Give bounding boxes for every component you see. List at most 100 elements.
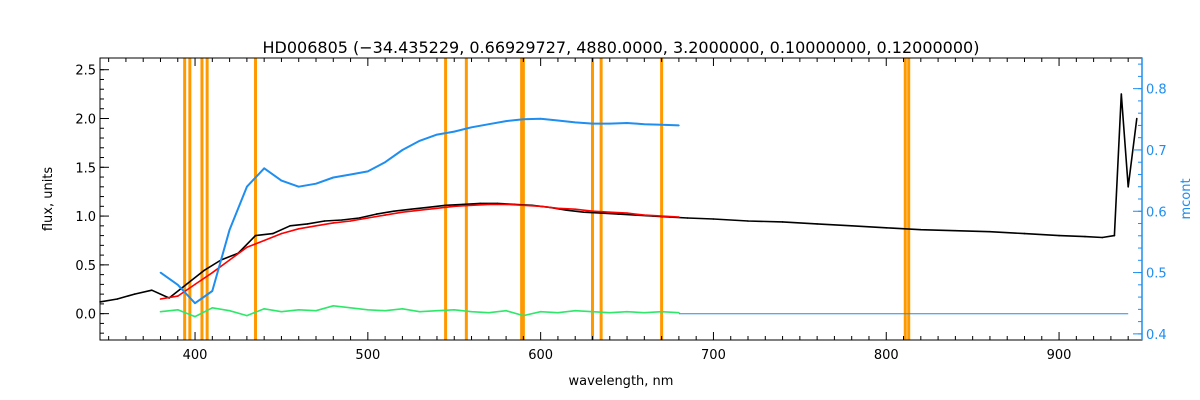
series-continuum-mcont-point xyxy=(470,126,473,129)
series-residuals-point xyxy=(332,305,335,307)
series-model-fit-point xyxy=(315,225,317,227)
series-model-fit-point xyxy=(159,298,162,300)
y-tick-label: 0.5 xyxy=(75,259,96,274)
series-residuals-point xyxy=(557,311,559,314)
series-continuum-mcont-point xyxy=(678,124,680,127)
series-residuals-point xyxy=(591,310,594,313)
marker-lines xyxy=(183,58,911,340)
series-observed-point xyxy=(816,223,818,225)
series-model-fit-point xyxy=(609,211,611,213)
series-observed-point xyxy=(850,225,853,227)
series-observed-point xyxy=(375,213,378,215)
series-model-fit-point xyxy=(660,215,663,217)
series-residuals-point xyxy=(660,310,663,313)
y2-axis-label: mcont xyxy=(1179,178,1194,219)
series-residuals-point xyxy=(488,311,490,314)
series-residuals-point xyxy=(609,311,611,314)
y-axis: 0.0 0.5 1.0 1.5 2.0 2.5 xyxy=(75,64,109,334)
y-tick-label: 1.5 xyxy=(75,161,96,176)
series-model-fit-point xyxy=(678,216,680,218)
series-model-fit-point xyxy=(488,203,490,206)
series-continuum-mcont-point xyxy=(436,133,438,136)
series-observed-point xyxy=(583,211,585,213)
series-model-fit-point xyxy=(349,220,352,222)
series-observed-point xyxy=(1023,232,1026,235)
y2-tick-label: 0.7 xyxy=(1146,144,1167,159)
y-tick-label: 0.0 xyxy=(75,308,96,323)
series-observed-point xyxy=(289,225,291,227)
y2-axis: 0.4 0.5 0.6 0.7 0.8 xyxy=(1133,58,1167,343)
series-continuum-mcont-point xyxy=(246,185,248,188)
x-axis: 400 500 600 700 800 900 xyxy=(108,58,1129,363)
y-tick-label: 1.0 xyxy=(75,210,96,225)
series-model-fit-point xyxy=(177,295,179,297)
y2-tick-label: 0.6 xyxy=(1146,205,1167,220)
series-continuum-mcont-point xyxy=(297,185,300,188)
series-observed-point xyxy=(358,217,361,219)
series-residuals-point xyxy=(522,314,525,317)
series-continuum-mcont-point xyxy=(228,228,231,231)
series-residuals-point xyxy=(280,310,283,313)
series-observed-point xyxy=(954,229,957,232)
series-observed-point xyxy=(565,209,568,211)
series-observed-point xyxy=(393,210,395,212)
series-residuals-point xyxy=(246,314,248,317)
series-observed-point xyxy=(427,206,430,209)
y2-tick-label: 0.5 xyxy=(1146,267,1167,282)
series-residuals-point xyxy=(349,307,352,309)
series-model-fit-point xyxy=(384,214,386,216)
series-model-fit-point xyxy=(591,210,594,212)
series-model-fit-point xyxy=(505,203,507,206)
series-continuum-mcont-point xyxy=(194,302,196,305)
series-observed-point xyxy=(185,283,188,286)
series-residuals-point xyxy=(643,311,646,314)
series-model-fit-point xyxy=(367,217,369,219)
series-residuals-point xyxy=(678,311,680,314)
series-model-fit-point xyxy=(557,207,559,210)
series-continuum-mcont-point xyxy=(626,122,628,124)
series-continuum-mcont-point xyxy=(280,179,283,182)
series-observed-point xyxy=(254,234,257,237)
series-continuum-mcont-point xyxy=(159,271,162,274)
series-continuum-mcont-point xyxy=(315,182,317,185)
series-model-fit-point xyxy=(470,204,473,207)
series-residuals-point xyxy=(418,310,421,313)
series-model-fit-point xyxy=(522,204,525,207)
series-observed-point xyxy=(1120,93,1123,95)
series-residuals-point xyxy=(177,309,179,311)
series-observed-point xyxy=(341,219,343,221)
series-model-fit-point xyxy=(453,205,456,208)
series-observed-point xyxy=(444,204,447,207)
series-model-fit-point xyxy=(228,259,231,261)
series-observed-point xyxy=(747,220,749,222)
y2-tick-label: 0.8 xyxy=(1146,83,1167,98)
series-observed-point xyxy=(202,269,205,272)
series-residuals-point xyxy=(626,310,628,313)
y-axis-label: flux, units xyxy=(41,167,56,232)
x-tick-label: 800 xyxy=(874,348,899,363)
series-observed-point xyxy=(1113,234,1116,237)
series-continuum-mcont-point xyxy=(609,122,611,125)
x-tick-label: 600 xyxy=(528,348,553,363)
series-continuum-mcont-point xyxy=(557,119,559,122)
series-residuals-point xyxy=(505,309,507,312)
series-observed-point xyxy=(989,230,991,233)
series-observed-point xyxy=(272,232,274,235)
series-observed-point xyxy=(1127,186,1129,188)
series-residuals-point xyxy=(159,310,162,313)
series-continuum-mcont-point xyxy=(660,124,663,126)
series-residuals-point xyxy=(436,309,438,312)
series-model-fit-point xyxy=(436,207,438,210)
series-model-fit-point xyxy=(539,205,542,208)
series-observed-point xyxy=(410,208,412,210)
series-model-fit-point xyxy=(574,208,576,210)
series-continuum-mcont-point xyxy=(367,170,369,173)
series-observed-point xyxy=(600,212,602,214)
series-observed-point xyxy=(306,223,309,225)
series-continuum-mcont-point xyxy=(522,118,525,121)
series-observed-point xyxy=(116,298,119,300)
series-model-fit-point xyxy=(626,212,628,214)
series-continuum-mcont-point xyxy=(384,161,386,163)
series-model-fit-point xyxy=(194,283,196,286)
